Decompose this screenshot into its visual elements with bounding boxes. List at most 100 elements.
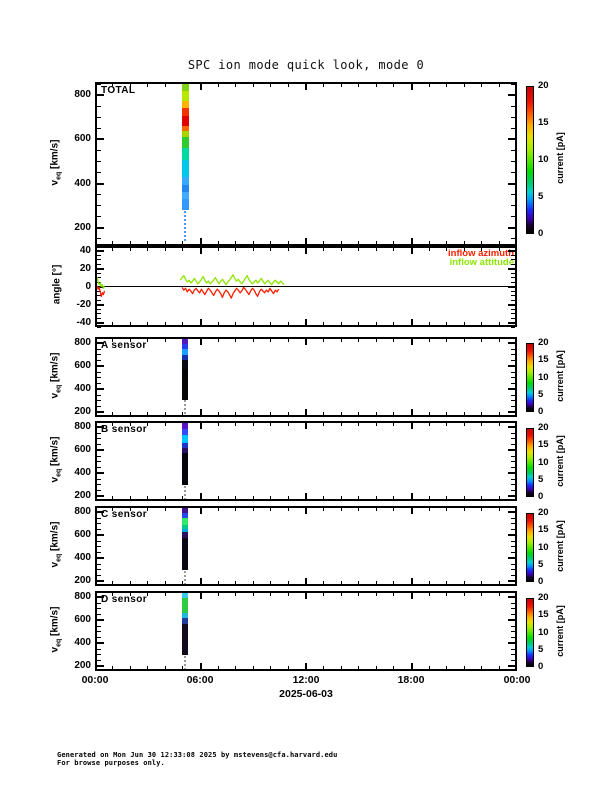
y-tick-mark [511,432,515,434]
x-tick-mark [252,508,254,511]
spectrogram-stripe-segment [182,508,188,514]
x-tick-mark [199,423,202,429]
y-tick-mark [97,138,104,141]
x-tick-mark [428,248,430,251]
x-tick-mark [235,84,237,87]
spectrogram-stripe-segment [182,192,189,199]
y-tick-mark [97,277,101,278]
y-tick-mark [511,272,515,274]
y-tick-mark [97,245,101,247]
x-tick-mark [112,322,114,325]
x-tick-mark [305,578,307,584]
y-tick-mark [97,665,104,668]
x-tick-mark [270,248,272,251]
y-tick-label: 600 [74,444,91,456]
x-tick-mark [164,508,166,511]
y-tick-mark [97,116,101,118]
colorbar-b-sensor [526,428,534,497]
y-tick-label: 200 [74,575,91,587]
x-tick-mark [393,339,395,342]
x-tick-mark [164,339,166,342]
y-tick-mark [97,461,101,463]
x-tick-mark [164,666,166,669]
y-tick-label: 400 [74,467,91,479]
y-tick-label: 800 [74,421,91,433]
x-tick-mark [235,508,237,511]
x-tick-mark [323,666,325,669]
y-tick-mark [511,552,515,554]
x-tick-mark [340,508,342,511]
y-tick-mark [511,172,515,173]
y-tick-mark [511,326,515,328]
y-tick-mark [97,575,101,577]
y-tick-mark [97,596,104,599]
x-tick-mark [235,423,237,426]
spectrogram-stripe-segment [182,447,188,453]
x-tick-mark [410,319,413,325]
spectrogram-stripe-segment [182,107,189,117]
x-tick-mark [112,339,114,342]
x-tick-mark [129,666,131,669]
y-tick-mark [508,182,515,185]
y-tick-mark [511,546,515,548]
y-tick-mark [508,557,515,560]
y-tick-label: 20 [79,262,91,274]
x-tick-mark [199,578,202,584]
x-tick-mark [270,423,272,426]
y-tick-mark [511,348,515,350]
spectrogram-stripe-segment [182,612,188,618]
x-tick-mark [164,84,166,87]
x-tick-mark [375,508,377,511]
y-tick-mark [508,249,515,252]
y-tick-mark [508,321,515,324]
spectrogram-stripe-segment [182,532,188,539]
x-tick-mark [323,241,325,244]
x-tick-mark [428,496,430,499]
x-tick-mark [481,241,483,244]
x-tick-mark [252,593,254,596]
x-tick-mark [270,84,272,87]
y-tick-mark [97,267,104,270]
spectrogram-stripe-segment [182,518,188,526]
colorbar-tick-label: 5 [538,388,544,400]
y-tick-label: 600 [74,133,91,145]
x-tick-mark [410,84,413,90]
x-tick-mark [323,412,325,415]
x-tick-mark [446,339,448,342]
x-tick-mark [358,496,360,499]
x-tick-mark [287,339,289,342]
x-tick-mark [375,593,377,596]
x-tick-mark [305,508,307,514]
x-tick-mark [164,581,166,584]
y-tick-mark [97,625,101,627]
x-tick-mark [199,319,202,325]
panel-label-b-sensor: B sensor [101,424,147,435]
x-tick-mark [340,241,342,244]
y-tick-mark [97,249,104,252]
colorbar-tick-label: 5 [538,191,544,202]
x-tick-mark [235,322,237,325]
y-tick-mark [97,127,101,129]
x-tick-mark [287,496,289,499]
spectrogram-stripe-segment [182,84,189,92]
x-tick-mark [217,423,219,426]
x-tick-label-2400: 00:00 [503,674,531,686]
y-tick-label: 400 [74,383,91,395]
colorbar-tick-label: 5 [538,643,544,655]
x-tick-mark [410,493,413,499]
y-tick-mark [511,308,515,310]
y-tick-mark [97,432,101,434]
x-tick-mark [112,84,114,87]
x-tick-mark [498,581,500,584]
x-tick-mark [147,508,149,511]
x-tick-mark [112,666,114,669]
x-tick-mark [287,508,289,511]
x-tick-mark [287,581,289,584]
y-tick-label: 800 [74,591,91,603]
y-tick-label: 40 [79,244,91,256]
x-tick-mark [463,496,465,499]
x-tick-mark [235,593,237,596]
x-tick-mark [147,423,149,426]
y-tick-mark [511,506,515,508]
y-tick-mark [511,216,515,218]
